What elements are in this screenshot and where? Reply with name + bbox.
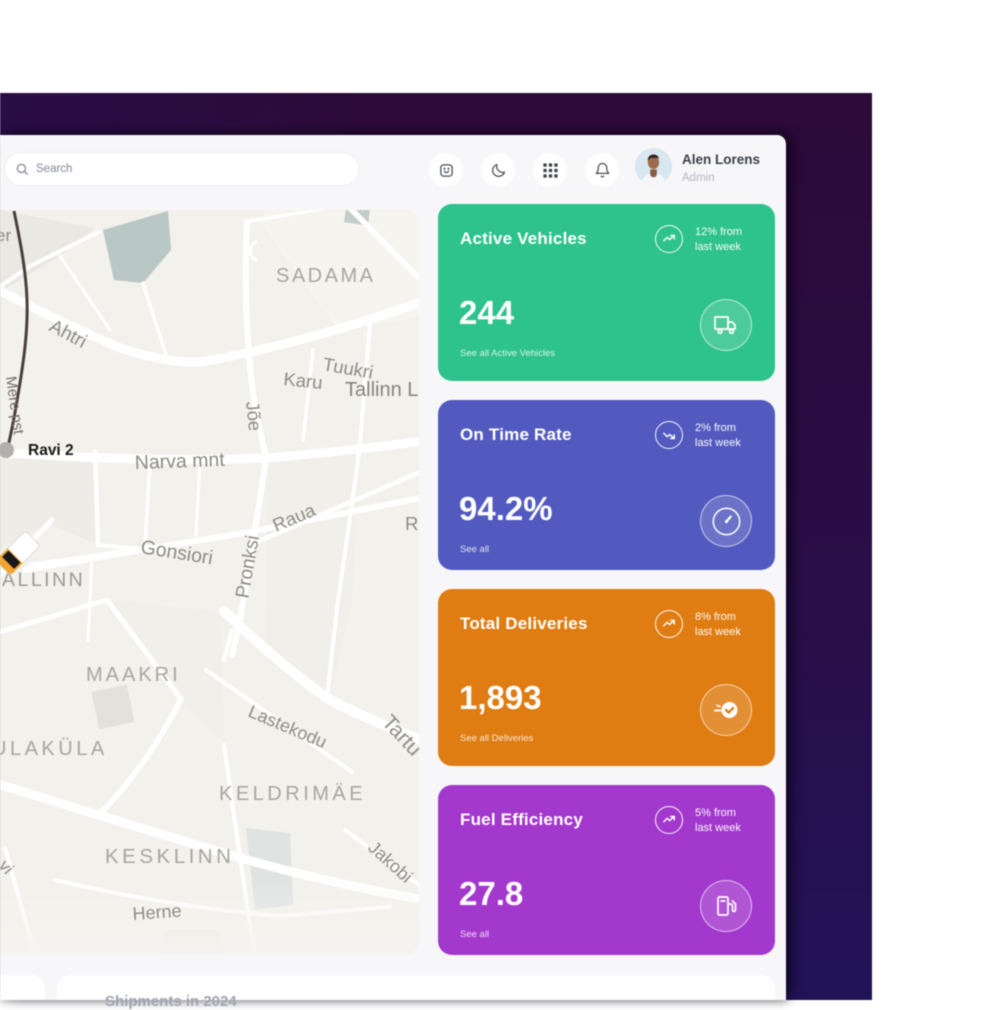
svg-text:er: er <box>0 226 11 245</box>
svg-text:Karu: Karu <box>283 368 324 393</box>
svg-text:Narva mnt: Narva mnt <box>134 449 225 474</box>
svg-text:Ravi 2: Ravi 2 <box>28 442 74 459</box>
svg-text:TALLINN: TALLINN <box>0 569 85 591</box>
svg-text:R: R <box>405 513 418 534</box>
svg-text:KELDRIMÄE: KELDRIMÄE <box>219 783 366 805</box>
svg-text:Herne: Herne <box>132 901 182 924</box>
svg-text:ULAKÜLA: ULAKÜLA <box>0 738 108 760</box>
svg-text:Tallinn L: Tallinn L <box>345 379 418 401</box>
svg-text:Jõe: Jõe <box>242 400 266 432</box>
svg-text:MAAKRI: MAAKRI <box>86 664 181 686</box>
svg-text:SADAMA: SADAMA <box>276 265 375 287</box>
svg-text:KESKLINN: KESKLINN <box>105 845 234 868</box>
